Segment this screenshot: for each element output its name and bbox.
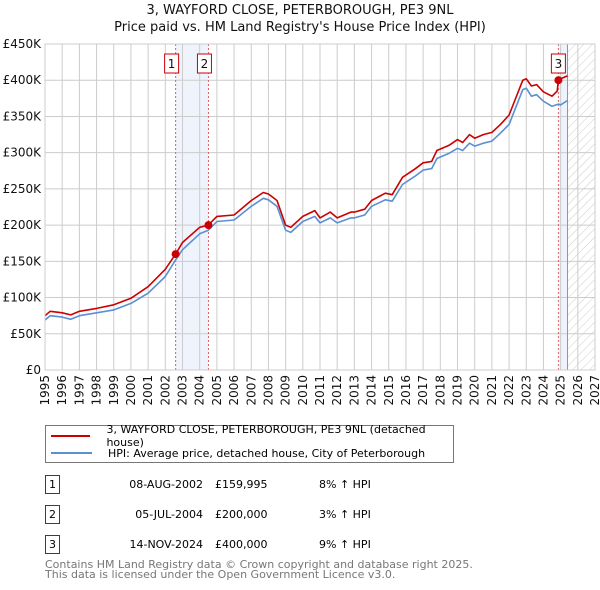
legend-label: 3, WAYFORD CLOSE, PETERBOROUGH, PE3 9NL … — [106, 423, 426, 449]
plot-frame — [44, 43, 596, 371]
x-tick-label: 2025 — [554, 375, 568, 406]
sale-label-box — [550, 53, 566, 74]
y-tick-label: £350K — [3, 109, 43, 123]
sale-price: £200,000 — [215, 508, 268, 521]
sale-label-box — [196, 53, 212, 74]
sale-point — [554, 76, 563, 85]
sale-date: 05-JUL-2004 — [135, 508, 203, 521]
x-tick-label: 2024 — [536, 375, 550, 406]
x-tick-label: 2010 — [296, 375, 310, 406]
sale-price: £159,995 — [215, 478, 268, 491]
x-tick-label: 2007 — [244, 375, 258, 406]
sale-point — [171, 250, 180, 259]
hpi-line — [44, 87, 568, 321]
chart-title: 3, WAYFORD CLOSE, PETERBOROUGH, PE3 9NL — [146, 3, 454, 18]
x-tick-label: 2016 — [399, 375, 413, 406]
y-tick-label: £400K — [3, 73, 43, 87]
x-tick-label: 2014 — [365, 375, 379, 406]
x-tick-label: 2012 — [330, 375, 344, 406]
x-tick-label: 2001 — [141, 375, 155, 406]
sale-price: £400,000 — [215, 538, 268, 551]
x-tick-label: 1996 — [55, 375, 69, 406]
future-hatch — [567, 44, 595, 370]
x-tick-label: 2026 — [571, 375, 585, 406]
x-tick-label: 2023 — [519, 375, 533, 406]
y-tick-label: £0 — [26, 363, 41, 377]
legend-item-property: 3, WAYFORD CLOSE, PETERBOROUGH, PE3 9NL … — [46, 423, 453, 449]
x-tick-label: 2022 — [502, 375, 516, 406]
x-tick-label: 1997 — [72, 375, 86, 406]
legend-swatch-blue — [51, 452, 92, 454]
y-tick-label: £200K — [3, 218, 43, 232]
x-tick-label: 2005 — [210, 375, 224, 406]
sale-date: 14-NOV-2024 — [129, 538, 203, 551]
legend-swatch-red — [51, 435, 91, 437]
x-tick-label: 1999 — [107, 375, 121, 406]
y-tick-label: £100K — [3, 291, 43, 305]
sale-row: 3 14-NOV-2024 £400,000 9% ↑ HPI — [45, 535, 465, 555]
legend-label: HPI: Average price, detached house, City… — [108, 446, 426, 460]
x-tick-label: 2009 — [279, 375, 293, 406]
ownership-shade — [558, 44, 568, 370]
x-tick-label: 2000 — [124, 375, 138, 406]
x-tick-label: 1995 — [38, 375, 52, 406]
sale-label: 2 — [201, 57, 209, 71]
sale-label: 3 — [555, 57, 563, 71]
chart-plot: 1995 1996 1997 1998 1999 2000 2001 2002 2003 2004… — [3, 37, 600, 406]
sale-label: 1 — [168, 57, 176, 71]
chart-subtitle: Price paid vs. HM Land Registry's House … — [114, 20, 486, 35]
sale-row: 1 08-AUG-2002 £159,995 8% ↑ HPI — [45, 475, 465, 495]
x-tick-label: 2018 — [433, 375, 447, 406]
sale-hpi: 8% ↑ HPI — [319, 478, 371, 491]
sale-point — [204, 221, 213, 230]
y-tick-label: £450K — [3, 37, 43, 51]
sale-marker: 3 — [45, 535, 60, 554]
sale-hpi: 9% ↑ HPI — [319, 538, 371, 551]
x-tick-label: 2027 — [588, 375, 600, 406]
x-tick-label: 2021 — [485, 375, 499, 406]
y-tick-label: £150K — [3, 254, 43, 268]
sale-hpi: 3% ↑ HPI — [319, 508, 371, 521]
price-paid-line — [44, 75, 568, 317]
x-tick-label: 2002 — [158, 375, 172, 406]
x-tick-label: 2019 — [451, 375, 465, 406]
x-tick-label: 2003 — [176, 375, 190, 406]
x-tick-label: 2013 — [347, 375, 361, 406]
x-tick-label: 2006 — [227, 375, 241, 406]
x-tick-label: 1998 — [90, 375, 104, 406]
sale-marker: 1 — [45, 475, 60, 494]
x-tick-label: 2008 — [261, 375, 275, 406]
sale-marker: 2 — [45, 505, 60, 524]
footer: Contains HM Land Registry data © Crown c… — [45, 558, 473, 581]
x-tick-label: 2020 — [468, 375, 482, 406]
x-tick-label: 2004 — [193, 375, 207, 406]
x-tick-label: 2015 — [382, 375, 396, 406]
legend-item-hpi: HPI: Average price, detached house, City… — [46, 445, 425, 461]
y-tick-label: £250K — [3, 182, 43, 196]
x-tick-label: 2017 — [416, 375, 430, 406]
footer-line: This data is licensed under the Open Gov… — [45, 568, 396, 581]
footer-line: Contains HM Land Registry data © Crown c… — [45, 558, 473, 571]
x-tick-label: 2011 — [313, 375, 327, 406]
sale-date: 08-AUG-2002 — [129, 478, 203, 491]
sale-row: 2 05-JUL-2004 £200,000 3% ↑ HPI — [45, 505, 465, 525]
sale-label-box — [164, 53, 180, 74]
ownership-shade — [175, 44, 209, 370]
legend: 3, WAYFORD CLOSE, PETERBOROUGH, PE3 9NL … — [45, 423, 454, 463]
y-tick-label: £50K — [10, 327, 42, 341]
y-tick-label: £300K — [3, 146, 43, 160]
